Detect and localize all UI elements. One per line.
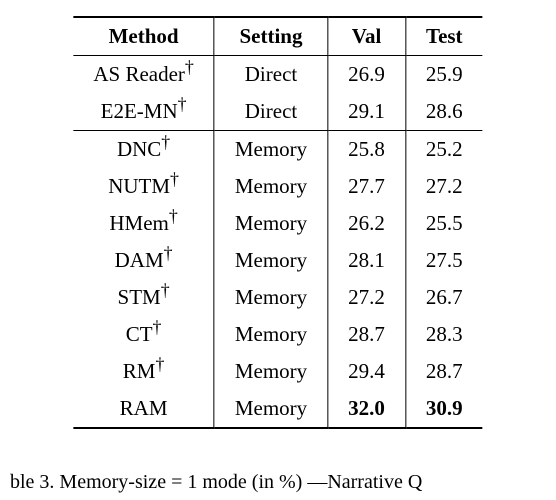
cell-method: CT† bbox=[73, 316, 214, 353]
dagger-icon: † bbox=[161, 280, 170, 300]
cell-method: STM† bbox=[73, 279, 214, 316]
col-header-test: Test bbox=[405, 17, 482, 56]
dagger-icon: † bbox=[185, 57, 194, 77]
dagger-icon: † bbox=[153, 317, 162, 337]
dagger-icon: † bbox=[170, 169, 179, 189]
cell-val: 26.2 bbox=[328, 205, 406, 242]
dagger-icon: † bbox=[169, 206, 178, 226]
cell-method: DNC† bbox=[73, 131, 214, 169]
cell-test: 26.7 bbox=[405, 279, 482, 316]
cell-method: RM† bbox=[73, 353, 214, 390]
col-header-method: Method bbox=[73, 17, 214, 56]
cell-setting: Memory bbox=[214, 353, 327, 390]
table-row: STM†Memory27.226.7 bbox=[73, 279, 482, 316]
cell-method: NUTM† bbox=[73, 168, 214, 205]
table-row: RAMMemory32.030.9 bbox=[73, 390, 482, 428]
table-body: AS Reader†Direct26.925.9E2E-MN†Direct29.… bbox=[73, 56, 482, 429]
cell-test: 25.2 bbox=[405, 131, 482, 169]
dagger-icon: † bbox=[178, 94, 187, 114]
table-row: RM†Memory29.428.7 bbox=[73, 353, 482, 390]
cell-setting: Memory bbox=[214, 131, 327, 169]
cell-method: RAM bbox=[73, 390, 214, 428]
results-table: Method Setting Val Test AS Reader†Direct… bbox=[73, 16, 482, 429]
cell-test: 28.3 bbox=[405, 316, 482, 353]
cell-method: DAM† bbox=[73, 242, 214, 279]
cell-test: 25.9 bbox=[405, 56, 482, 94]
cell-val: 27.7 bbox=[328, 168, 406, 205]
table-caption: ble 3. Memory-size = 1 mode (in %) —Narr… bbox=[10, 471, 556, 494]
cell-val: 29.4 bbox=[328, 353, 406, 390]
cell-method: E2E-MN† bbox=[73, 93, 214, 131]
dagger-icon: † bbox=[164, 243, 173, 263]
cell-setting: Memory bbox=[214, 168, 327, 205]
cell-val: 25.8 bbox=[328, 131, 406, 169]
cell-val: 28.1 bbox=[328, 242, 406, 279]
cell-method: HMem† bbox=[73, 205, 214, 242]
col-header-setting: Setting bbox=[214, 17, 327, 56]
cell-val: 26.9 bbox=[328, 56, 406, 94]
dagger-icon: † bbox=[161, 132, 170, 152]
cell-test: 25.5 bbox=[405, 205, 482, 242]
col-header-val: Val bbox=[328, 17, 406, 56]
cell-test: 27.5 bbox=[405, 242, 482, 279]
cell-test: 27.2 bbox=[405, 168, 482, 205]
table-row: CT†Memory28.728.3 bbox=[73, 316, 482, 353]
cell-method: AS Reader† bbox=[73, 56, 214, 94]
cell-test: 30.9 bbox=[405, 390, 482, 428]
cell-setting: Memory bbox=[214, 390, 327, 428]
table-row: AS Reader†Direct26.925.9 bbox=[73, 56, 482, 94]
dagger-icon: † bbox=[155, 354, 164, 374]
cell-test: 28.6 bbox=[405, 93, 482, 131]
cell-setting: Direct bbox=[214, 93, 327, 131]
table-header-row: Method Setting Val Test bbox=[73, 17, 482, 56]
table-row: NUTM†Memory27.727.2 bbox=[73, 168, 482, 205]
cell-val: 29.1 bbox=[328, 93, 406, 131]
table-row: E2E-MN†Direct29.128.6 bbox=[73, 93, 482, 131]
cell-setting: Memory bbox=[214, 205, 327, 242]
cell-setting: Direct bbox=[214, 56, 327, 94]
cell-setting: Memory bbox=[214, 316, 327, 353]
cell-val: 27.2 bbox=[328, 279, 406, 316]
cell-setting: Memory bbox=[214, 279, 327, 316]
cell-val: 32.0 bbox=[328, 390, 406, 428]
table-row: HMem†Memory26.225.5 bbox=[73, 205, 482, 242]
cell-val: 28.7 bbox=[328, 316, 406, 353]
table-row: DNC†Memory25.825.2 bbox=[73, 131, 482, 169]
table-row: DAM†Memory28.127.5 bbox=[73, 242, 482, 279]
cell-setting: Memory bbox=[214, 242, 327, 279]
cell-test: 28.7 bbox=[405, 353, 482, 390]
